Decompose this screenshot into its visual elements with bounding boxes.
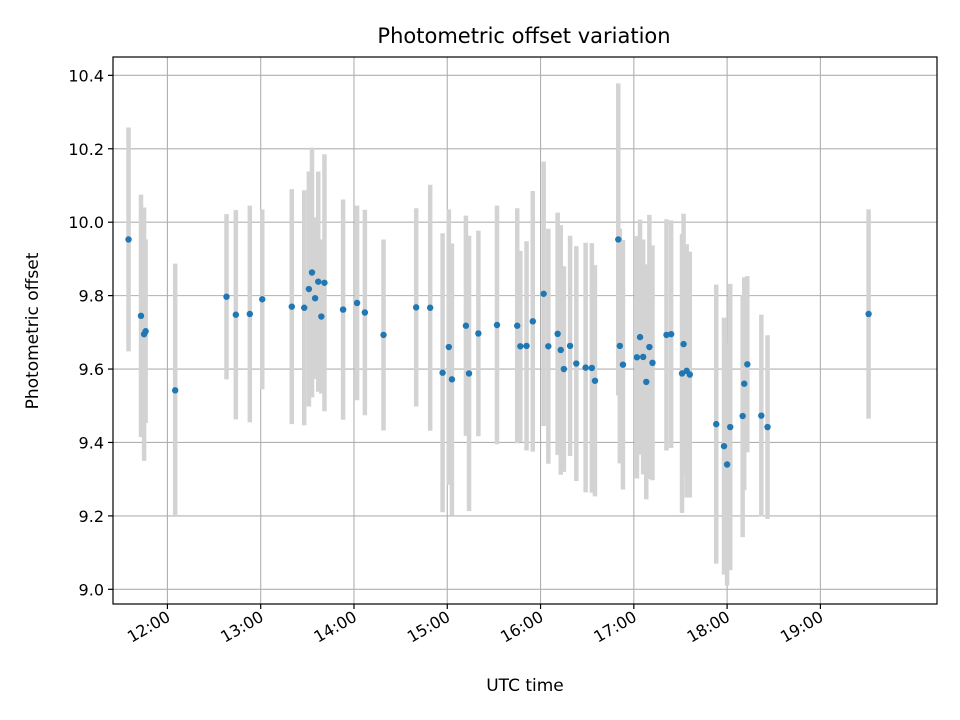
data-point xyxy=(723,461,731,468)
data-point xyxy=(560,365,568,373)
data-point xyxy=(137,312,145,320)
data-point xyxy=(246,310,254,318)
data-point xyxy=(616,342,624,350)
data-point xyxy=(311,294,319,302)
data-point xyxy=(412,304,420,311)
data-point xyxy=(545,343,552,350)
data-point xyxy=(232,311,240,318)
data-point xyxy=(727,423,734,431)
data-point xyxy=(426,304,434,311)
data-point xyxy=(439,369,446,376)
data-point xyxy=(865,310,872,318)
data-point xyxy=(339,306,347,313)
data-point xyxy=(125,236,132,243)
data-point xyxy=(308,269,316,276)
data-point xyxy=(744,361,751,368)
data-point xyxy=(462,322,470,329)
data-point xyxy=(223,293,230,300)
data-point xyxy=(678,370,686,377)
data-point xyxy=(523,342,530,350)
data-point xyxy=(686,371,693,378)
data-point xyxy=(646,343,653,351)
y-tick-label: 10.2 xyxy=(68,140,104,159)
data-point xyxy=(288,303,295,310)
data-point xyxy=(680,340,687,348)
data-point xyxy=(643,378,650,386)
data-point xyxy=(588,364,596,372)
y-axis: 9.0 9.2 9.4 9.6 9.8 10.0 10.2 10.4 xyxy=(68,66,113,599)
data-point xyxy=(475,330,482,337)
data-point xyxy=(529,318,536,325)
data-point xyxy=(720,442,728,450)
y-tick-label: 9.6 xyxy=(79,360,104,379)
plot-frame xyxy=(112,56,938,605)
data-point xyxy=(493,321,501,329)
y-tick-label: 10.0 xyxy=(68,213,104,232)
data-point xyxy=(639,353,647,361)
data-point xyxy=(633,354,641,361)
data-point xyxy=(615,236,622,243)
data-point xyxy=(305,285,313,293)
data-point xyxy=(540,290,547,297)
data-point xyxy=(739,412,746,420)
data-point xyxy=(517,343,524,350)
chart-title: Photometric offset variation xyxy=(377,24,670,48)
data-point xyxy=(557,346,564,354)
y-tick-label: 10.4 xyxy=(68,66,104,85)
data-point xyxy=(582,364,589,371)
data-point xyxy=(636,333,644,341)
data-point xyxy=(259,296,266,303)
y-tick-label: 9.0 xyxy=(79,580,104,599)
y-tick-label: 9.4 xyxy=(79,433,104,452)
data-point xyxy=(573,360,580,367)
y-tick-label: 9.8 xyxy=(79,287,104,306)
data-point xyxy=(758,412,765,419)
y-axis-label: Photometric offset xyxy=(23,252,43,409)
data-point xyxy=(566,342,574,350)
y-tick-label: 9.2 xyxy=(79,507,104,526)
data-point xyxy=(315,278,322,285)
data-point xyxy=(619,361,627,368)
data-point xyxy=(321,279,328,286)
data-point xyxy=(142,328,149,335)
data-point xyxy=(591,377,599,384)
data-point xyxy=(667,330,675,338)
data-point xyxy=(171,387,179,394)
data-point xyxy=(448,376,456,383)
data-point xyxy=(465,370,473,377)
x-axis-label: UTC time xyxy=(486,676,564,696)
data-point xyxy=(318,313,325,320)
data-point xyxy=(514,322,521,329)
data-point xyxy=(301,304,308,311)
data-point xyxy=(741,380,748,387)
data-point xyxy=(764,423,771,431)
data-point xyxy=(649,359,656,367)
data-point xyxy=(380,331,387,339)
data-point xyxy=(445,343,453,351)
data-point xyxy=(554,330,561,338)
data-point xyxy=(361,309,369,316)
data-point xyxy=(713,420,720,428)
data-point xyxy=(353,299,361,307)
data-points xyxy=(125,236,872,468)
